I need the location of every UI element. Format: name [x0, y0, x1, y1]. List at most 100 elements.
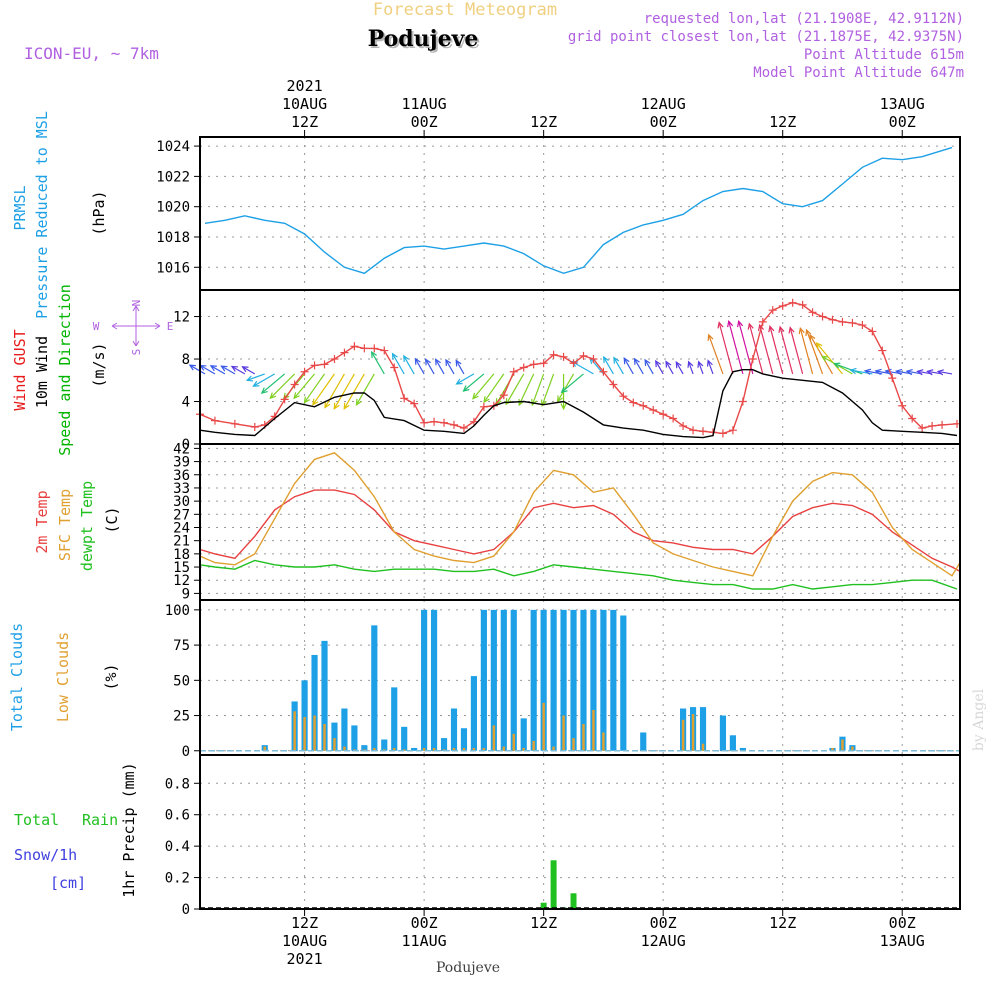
sfc-temp-label: SFC Temp [56, 489, 74, 561]
wind-arrow [718, 322, 734, 375]
snow-label: Snow/1h [14, 846, 77, 864]
wind-gust-marker [579, 351, 588, 360]
precip-ytick-label: 0.6 [165, 808, 190, 824]
pressure-ytick-label: 1018 [156, 230, 190, 246]
bottom-tick-label: 12Z [291, 914, 318, 932]
wind-gust-marker [459, 424, 468, 433]
wind-arrow-head [747, 322, 754, 330]
pressure-ytick-label: 1022 [156, 169, 190, 185]
wind-arrow-head [355, 398, 362, 406]
wind-gust-marker [858, 321, 867, 330]
wind-arrow-head [926, 369, 934, 376]
wind-arrow-head [269, 392, 277, 400]
wind-arrow [834, 363, 863, 375]
wind-arrow [603, 356, 614, 375]
low-cloud-bar [602, 732, 605, 751]
wind-arrow [688, 361, 694, 375]
requested-coords: requested lon,lat (21.1908E, 42.9112N) [644, 11, 964, 27]
wind-gust-label: Wind GUST [11, 329, 29, 410]
temperature-ytick-label: 33 [173, 481, 190, 497]
wind-arrow [708, 334, 724, 375]
panels: 1016101810201022102404812912151821242730… [156, 136, 962, 918]
wind-gust-marker [400, 394, 409, 403]
temperature-ytick-label: 18 [173, 547, 190, 563]
wind-gust-marker [390, 363, 399, 372]
pressure-label: Pressure Reduced to MSL [33, 111, 51, 319]
low-cloud-bar [462, 747, 466, 751]
wind-arrow-head [687, 360, 694, 368]
wind-arrow-head [778, 325, 785, 333]
temperature-ytick-label: 21 [173, 534, 190, 550]
wind-10m-line [199, 369, 958, 439]
top-tick-label: 00Z [889, 113, 916, 131]
low-cloud-bar [402, 749, 406, 751]
wind-arrow [518, 373, 535, 406]
wind-arrow [371, 351, 385, 375]
low-cloud-bar [851, 746, 854, 751]
total-cloud-bar [610, 609, 617, 751]
wind-arrow-head [644, 358, 651, 366]
wind-gust-marker [549, 350, 558, 359]
wind-arrow [435, 359, 445, 375]
temperature-ytick-label: 39 [173, 455, 190, 471]
total-cloud-bar [470, 676, 478, 751]
temperature-ytick-label: 9 [182, 586, 190, 602]
wind-panel: 0 4 8 12 [173, 290, 962, 453]
compass-icon: N W E S [93, 300, 174, 356]
wind-arrow [261, 373, 286, 394]
temperature-ytick-label: 30 [173, 494, 190, 510]
total-cloud-bar [421, 609, 428, 751]
wind-gust-marker [838, 317, 847, 326]
wind-gust-marker [778, 301, 787, 310]
clouds-ytick-label: 25 [173, 709, 190, 725]
wind-arrow-head [809, 333, 816, 342]
top-tick-label: 10AUG [282, 95, 327, 113]
bottom-tick-label: 00Z [889, 914, 916, 932]
wind-arrow-head [472, 392, 479, 400]
wind-gust-marker [669, 414, 678, 423]
wind-gust-marker [938, 420, 947, 429]
wind-gust-marker [758, 317, 767, 326]
wind-gust-marker [210, 416, 219, 425]
total-rain-label-2: Rain [82, 811, 118, 829]
wind-arrow-head [312, 398, 319, 406]
wind-arrow-head [560, 386, 568, 394]
wind-arrow-head [706, 359, 713, 367]
wind-ytick-label: 4 [182, 395, 190, 411]
temperature-dewpt-temp-line [199, 559, 958, 590]
compass-east: E [167, 320, 174, 333]
wind-arrow-head [788, 326, 795, 334]
wind-gust-marker [728, 426, 737, 435]
model-altitude: Model Point Altitude 647m [753, 65, 964, 81]
wind-arrow [769, 326, 784, 375]
wind-arrow [343, 373, 365, 410]
compass-north: N [130, 300, 143, 307]
total-cloud-bar [321, 640, 328, 751]
wind-arrow-head [737, 319, 744, 328]
pressure-ytick-label: 1020 [156, 200, 190, 216]
total-cloud-bar [590, 609, 597, 751]
precip-ytick-label: 0 [182, 902, 190, 918]
wind-gust-marker [679, 421, 688, 430]
pressure-unit-label: (hPa) [90, 190, 108, 235]
bottom-tick-label: 2021 [287, 950, 323, 968]
wind-gust-marker [440, 418, 449, 427]
wind-arrow [472, 373, 495, 400]
wind-arrow-head [445, 358, 452, 366]
low-cloud-bar [592, 709, 595, 751]
low-cloud-bar [293, 711, 296, 751]
wind-arrow-head [894, 368, 903, 376]
pressure-ytick-label: 1024 [156, 139, 190, 155]
wind-gust-marker [908, 414, 917, 423]
top-tick-label: 11AUG [402, 95, 447, 113]
wind-arrow [561, 373, 584, 393]
clouds-ytick-label: 100 [165, 603, 190, 619]
wind-gust-marker [499, 391, 508, 400]
wind-gust-marker [559, 352, 568, 361]
prmsl-label: PRMSL [11, 185, 29, 230]
wind-arrow [634, 358, 644, 375]
pressure-ytick-label: 1016 [156, 260, 190, 276]
wind-gust-marker [320, 360, 329, 369]
wind-gust-marker [788, 298, 797, 307]
